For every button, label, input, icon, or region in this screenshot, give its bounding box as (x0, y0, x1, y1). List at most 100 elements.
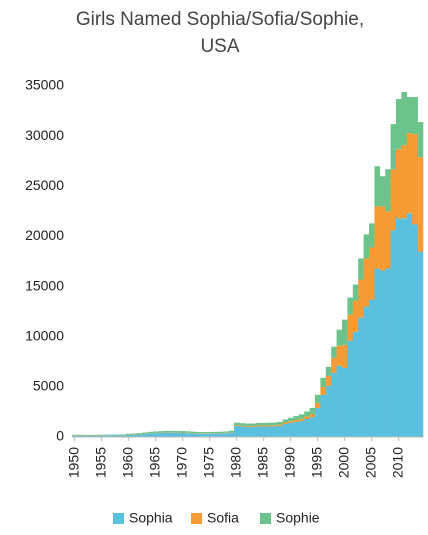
bar-segment (207, 433, 213, 437)
bar-segment (396, 218, 402, 437)
bar-segment (163, 432, 170, 437)
bar-segment (298, 420, 305, 437)
bar-segment (282, 419, 289, 423)
bar-segment (336, 345, 343, 366)
bar-segment (288, 422, 294, 437)
x-tick-label: 1980 (227, 447, 243, 478)
bar-segment (315, 402, 321, 408)
bar-segment (298, 414, 305, 419)
y-tick-label: 0 (56, 428, 64, 444)
x-tick-label: 1950 (65, 447, 81, 478)
bar-segment (412, 134, 418, 225)
bar-segment (336, 365, 343, 437)
bar-segment (250, 423, 256, 427)
bar-segment (196, 431, 202, 434)
legend-label: Sofia (207, 510, 239, 526)
y-tick-label: 5000 (33, 378, 64, 394)
bar-segment (228, 432, 235, 437)
bar-segment (180, 432, 186, 437)
bar-segment (131, 434, 138, 437)
bar-segment (163, 430, 170, 433)
bar-segment (228, 430, 235, 433)
bar-segment (93, 435, 100, 437)
bar-segment (261, 422, 267, 426)
bar-segment (109, 434, 116, 436)
bar-segment (304, 416, 310, 419)
bar-segment (277, 421, 283, 425)
bar-segment (217, 433, 224, 437)
bar-segment (212, 433, 219, 437)
bar-segment (180, 431, 186, 433)
bar-segment (401, 92, 408, 146)
bar-segment (325, 366, 332, 376)
bar-segment (234, 425, 240, 437)
bar-segment (72, 434, 78, 436)
x-tick-label: 2005 (362, 447, 378, 478)
bar-segment (282, 422, 289, 424)
bar-segment (136, 433, 143, 435)
bar-segment (358, 258, 364, 280)
bar-segment (266, 422, 273, 426)
bar-segment (261, 425, 267, 427)
bar-segment (374, 268, 381, 437)
bar-segment (239, 423, 246, 426)
bar-segment (136, 434, 143, 437)
bar-segment (288, 417, 294, 422)
bar-segment (77, 434, 84, 436)
bar-segment (82, 435, 89, 437)
bar-segment (169, 432, 175, 437)
x-tick-label: 1965 (146, 447, 162, 478)
x-tick-label: 1990 (281, 447, 297, 478)
legend-label: Sophie (276, 510, 320, 526)
bar-segment (417, 122, 424, 158)
bar-segment (104, 434, 111, 436)
bar-segment (261, 426, 267, 437)
bar-segment (320, 377, 327, 387)
bar-segment (320, 386, 327, 395)
bar-segment (390, 169, 397, 231)
bar-segment (93, 434, 100, 436)
bar-segment (331, 346, 337, 358)
bar-segment (207, 431, 213, 434)
bar-segment (99, 434, 105, 436)
bar-segment (379, 206, 386, 271)
x-tick-label: 1985 (254, 447, 270, 478)
bar-segment (196, 433, 202, 437)
bar-segment (396, 99, 402, 150)
bar-segment (131, 433, 138, 435)
bar-segment (244, 426, 251, 427)
bar-segment (358, 317, 364, 437)
bar-segment (352, 284, 359, 301)
bar-segment (406, 97, 413, 134)
bar-segment (352, 331, 359, 437)
x-tick-label: 1970 (173, 447, 189, 478)
bar-segment (412, 224, 418, 437)
bar-segment (115, 435, 121, 437)
bar-segment (158, 432, 165, 437)
bar-segment (190, 431, 197, 434)
bar-segment (304, 418, 310, 437)
bar-segment (374, 166, 381, 207)
bar-segment (158, 431, 165, 433)
bar-segment (250, 426, 256, 437)
bar-segment (396, 149, 402, 219)
y-tick-label: 15000 (25, 277, 64, 293)
bar-segment (325, 385, 332, 437)
bar-segment (234, 422, 240, 426)
bar-segment (390, 230, 397, 437)
bar-segment (244, 423, 251, 427)
bar-segment (379, 176, 386, 207)
bar-segment (369, 223, 375, 248)
bar-segment (385, 169, 391, 212)
bar-segment (147, 431, 154, 434)
bar-segment (385, 268, 391, 437)
bar-segment (309, 407, 316, 414)
bar-segment (277, 425, 283, 437)
bar-segment (282, 423, 289, 437)
bar-segment (342, 344, 348, 368)
bar-segment (342, 319, 348, 345)
bar-segment (88, 435, 94, 437)
bar-segment (293, 416, 300, 421)
bar-segment (320, 394, 327, 437)
bar-segment (277, 424, 283, 426)
